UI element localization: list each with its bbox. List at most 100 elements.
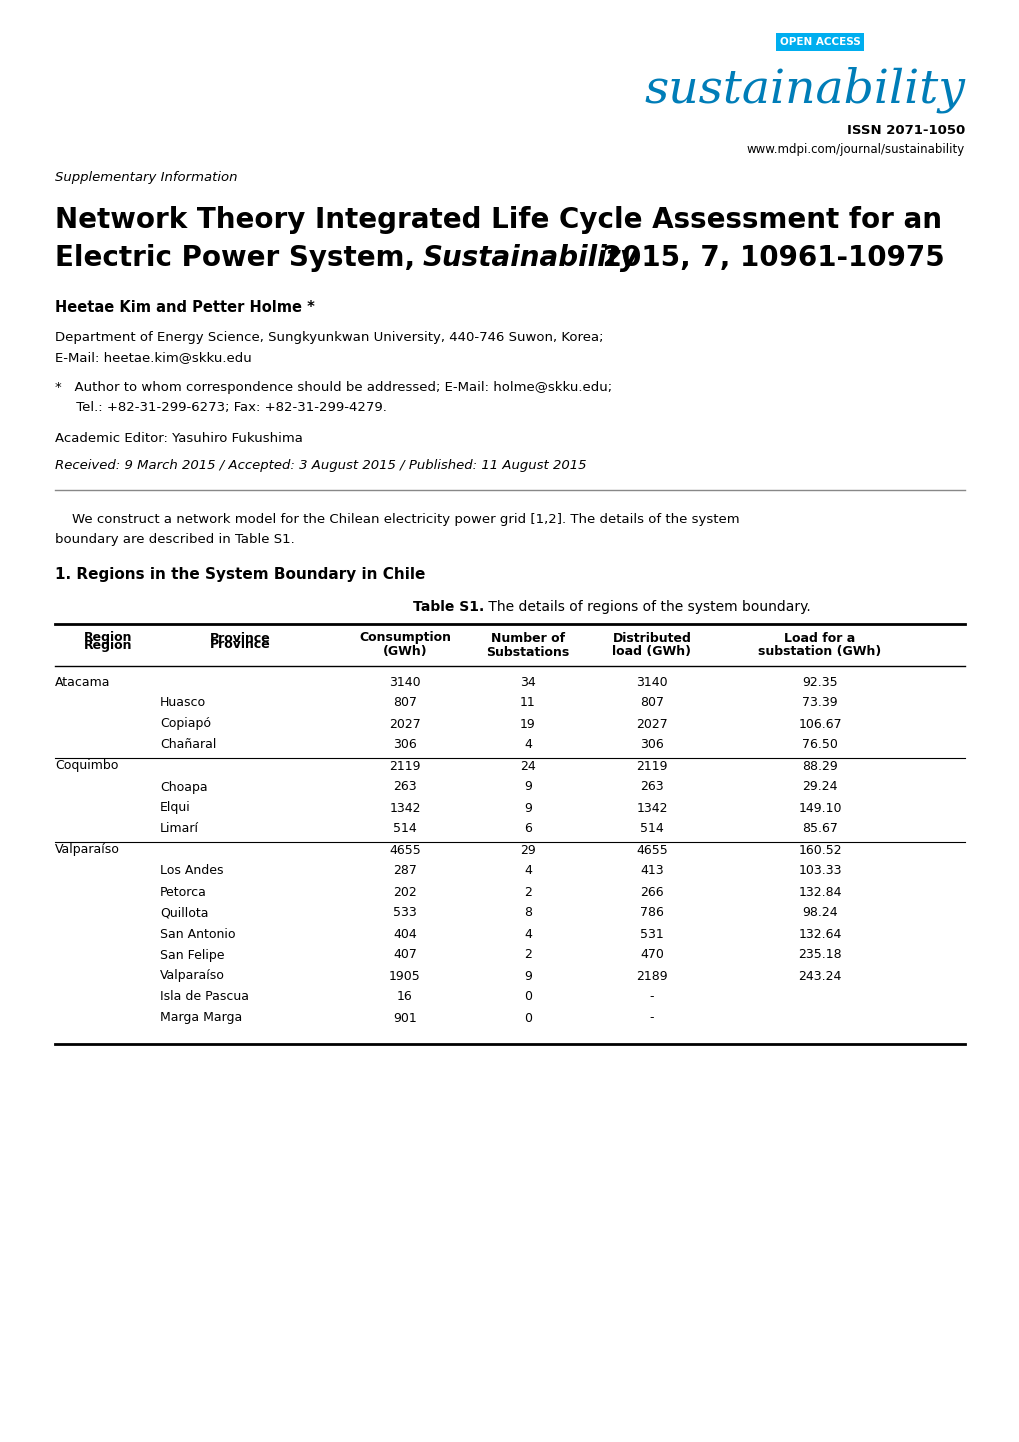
Text: We construct a network model for the Chilean electricity power grid [1,2]. The d: We construct a network model for the Chi…	[55, 513, 739, 526]
Text: 92.35: 92.35	[801, 675, 837, 688]
Text: Marga Marga: Marga Marga	[160, 1011, 243, 1024]
Text: Received: 9 March 2015 / Accepted: 3 August 2015 / Published: 11 August 2015: Received: 9 March 2015 / Accepted: 3 Aug…	[55, 459, 586, 472]
Text: 76.50: 76.50	[801, 738, 838, 751]
Text: Table S1.: Table S1.	[413, 600, 484, 614]
Text: 2027: 2027	[388, 718, 421, 731]
Text: Load for a: Load for a	[784, 632, 855, 645]
Text: Distributed: Distributed	[612, 632, 691, 645]
Text: 1. Regions in the System Boundary in Chile: 1. Regions in the System Boundary in Chi…	[55, 568, 425, 583]
Text: 103.33: 103.33	[798, 865, 841, 878]
Text: 0: 0	[524, 1011, 532, 1024]
Text: Province: Province	[210, 639, 270, 652]
Text: Elqui: Elqui	[160, 802, 191, 815]
Text: Sustainability: Sustainability	[423, 244, 638, 273]
Text: 514: 514	[640, 822, 663, 835]
Text: 2: 2	[524, 949, 532, 962]
Text: Huasco: Huasco	[160, 696, 206, 709]
Text: E-Mail: heetae.kim@skku.edu: E-Mail: heetae.kim@skku.edu	[55, 352, 252, 365]
Text: 0: 0	[524, 991, 532, 1004]
Text: Supplementary Information: Supplementary Information	[55, 172, 237, 185]
Text: Coquimbo: Coquimbo	[55, 760, 118, 773]
Text: Quillota: Quillota	[160, 907, 208, 920]
Text: 266: 266	[640, 885, 663, 898]
Text: 407: 407	[392, 949, 417, 962]
Text: Tel.: +82-31-299-6273; Fax: +82-31-299-4279.: Tel.: +82-31-299-6273; Fax: +82-31-299-4…	[55, 401, 386, 414]
Text: 807: 807	[392, 696, 417, 709]
Text: 3140: 3140	[389, 675, 421, 688]
Text: 98.24: 98.24	[801, 907, 837, 920]
Text: 287: 287	[392, 865, 417, 878]
Text: Region: Region	[84, 639, 132, 652]
Text: 3140: 3140	[636, 675, 667, 688]
Text: 9: 9	[524, 802, 532, 815]
Text: 2015, 7, 10961-10975: 2015, 7, 10961-10975	[592, 244, 944, 273]
Text: 106.67: 106.67	[798, 718, 841, 731]
Text: Petorca: Petorca	[160, 885, 207, 898]
Text: 263: 263	[392, 780, 417, 793]
Text: 4: 4	[524, 738, 532, 751]
Text: 4: 4	[524, 927, 532, 940]
Text: San Antonio: San Antonio	[160, 927, 235, 940]
Text: 132.84: 132.84	[798, 885, 841, 898]
Text: ISSN 2071-1050: ISSN 2071-1050	[846, 124, 964, 137]
Text: 4655: 4655	[636, 844, 667, 857]
Text: 1342: 1342	[389, 802, 421, 815]
Text: 85.67: 85.67	[801, 822, 838, 835]
Text: Consumption: Consumption	[359, 632, 450, 645]
Text: 34: 34	[520, 675, 535, 688]
Text: 1342: 1342	[636, 802, 667, 815]
Text: 807: 807	[639, 696, 663, 709]
Text: 149.10: 149.10	[798, 802, 841, 815]
Text: 786: 786	[640, 907, 663, 920]
Text: 533: 533	[392, 907, 417, 920]
Text: 160.52: 160.52	[798, 844, 841, 857]
Text: 11: 11	[520, 696, 535, 709]
Text: 29.24: 29.24	[802, 780, 837, 793]
Text: 88.29: 88.29	[801, 760, 837, 773]
Text: Isla de Pascua: Isla de Pascua	[160, 991, 249, 1004]
Text: 2119: 2119	[636, 760, 667, 773]
Text: Province: Province	[210, 632, 270, 645]
Text: 4: 4	[524, 865, 532, 878]
Text: 243.24: 243.24	[798, 969, 841, 982]
Text: 404: 404	[392, 927, 417, 940]
Text: *   Author to whom correspondence should be addressed; E-Mail: holme@skku.edu;: * Author to whom correspondence should b…	[55, 382, 611, 395]
Text: Academic Editor: Yasuhiro Fukushima: Academic Editor: Yasuhiro Fukushima	[55, 431, 303, 444]
Text: sustainability: sustainability	[643, 66, 964, 114]
Text: -: -	[649, 1011, 653, 1024]
Text: Region: Region	[84, 632, 132, 645]
Text: 235.18: 235.18	[798, 949, 841, 962]
Text: 263: 263	[640, 780, 663, 793]
Text: Chañaral: Chañaral	[160, 738, 216, 751]
Text: 413: 413	[640, 865, 663, 878]
Text: 9: 9	[524, 780, 532, 793]
Text: 1905: 1905	[388, 969, 421, 982]
Text: 19: 19	[520, 718, 535, 731]
Text: Choapa: Choapa	[160, 780, 208, 793]
Text: 2027: 2027	[636, 718, 667, 731]
Text: 9: 9	[524, 969, 532, 982]
Text: Heetae Kim and Petter Holme *: Heetae Kim and Petter Holme *	[55, 300, 315, 316]
Text: Network Theory Integrated Life Cycle Assessment for an: Network Theory Integrated Life Cycle Ass…	[55, 206, 942, 234]
Text: 531: 531	[640, 927, 663, 940]
Text: 8: 8	[524, 907, 532, 920]
Text: 306: 306	[640, 738, 663, 751]
Text: 470: 470	[640, 949, 663, 962]
Text: 202: 202	[392, 885, 417, 898]
Text: Valparaíso: Valparaíso	[55, 844, 120, 857]
Text: 6: 6	[524, 822, 532, 835]
Text: Substations: Substations	[486, 646, 569, 659]
Text: 514: 514	[392, 822, 417, 835]
Text: Los Andes: Los Andes	[160, 865, 223, 878]
Text: boundary are described in Table S1.: boundary are described in Table S1.	[55, 534, 294, 547]
Text: 2119: 2119	[389, 760, 421, 773]
Text: 29: 29	[520, 844, 535, 857]
Text: 24: 24	[520, 760, 535, 773]
Text: substation (GWh): substation (GWh)	[758, 646, 880, 659]
Text: -: -	[649, 991, 653, 1004]
Text: 4655: 4655	[388, 844, 421, 857]
Text: Limarí: Limarí	[160, 822, 199, 835]
Text: Valparaíso: Valparaíso	[160, 969, 224, 982]
Text: Atacama: Atacama	[55, 675, 110, 688]
Text: 73.39: 73.39	[801, 696, 837, 709]
